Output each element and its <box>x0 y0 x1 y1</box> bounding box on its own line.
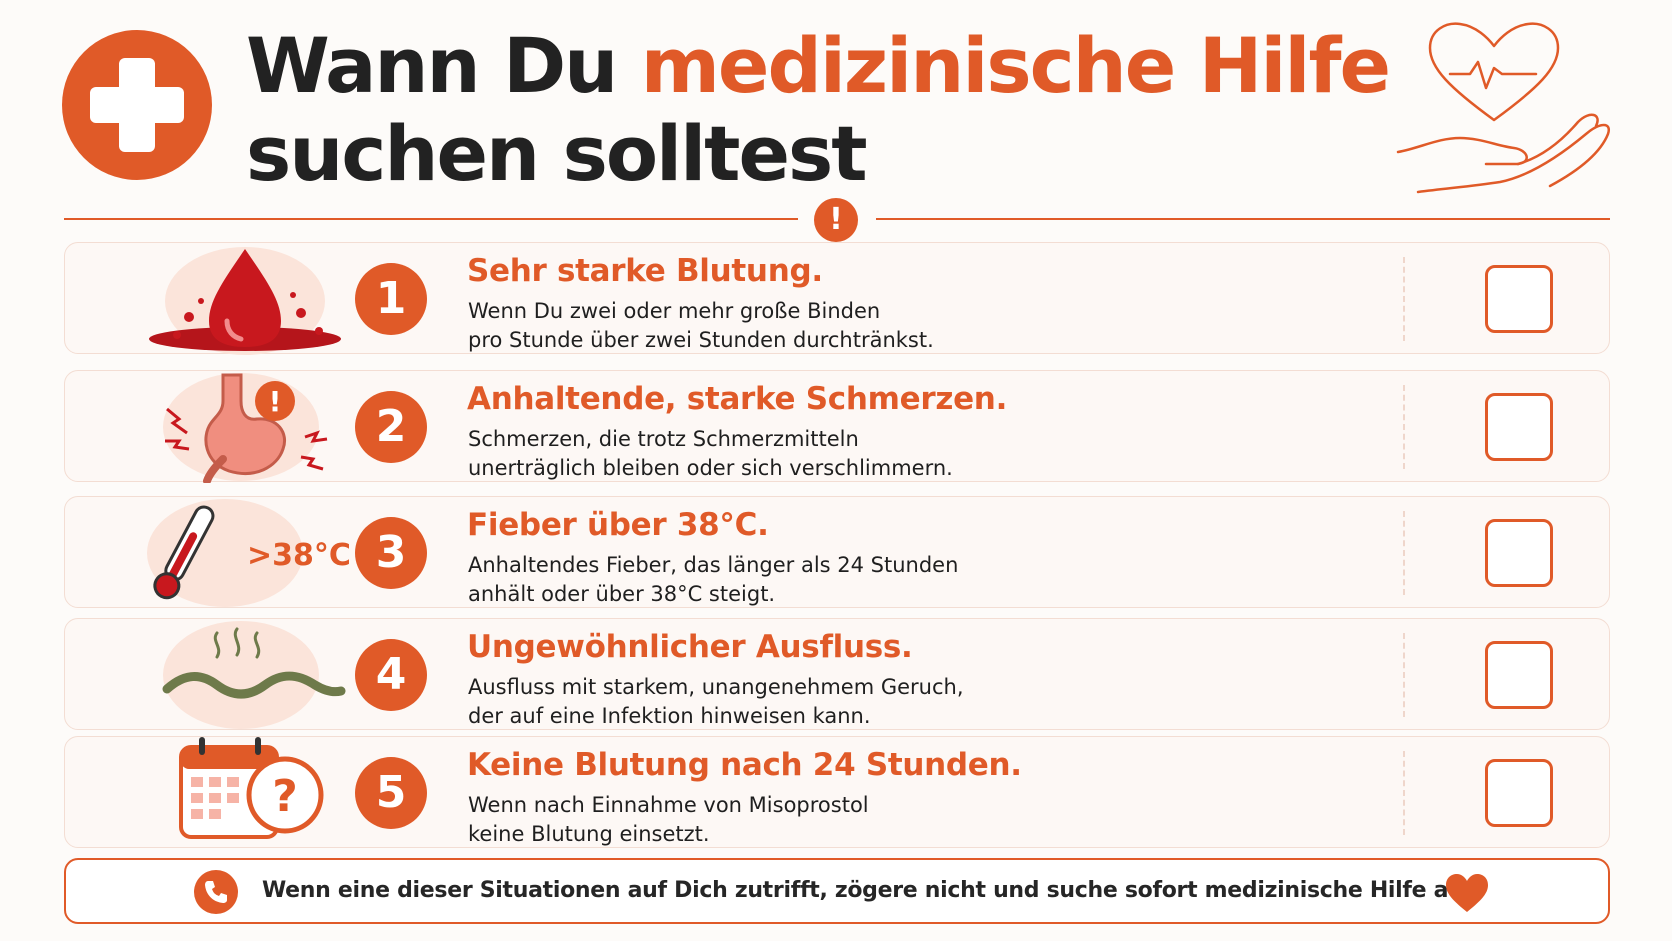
item-description-line: Anhaltendes Fieber, das länger als 24 St… <box>468 553 959 577</box>
list-item: ! 2 Anhaltende, starke Schmerzen. Schmer… <box>64 370 1610 483</box>
item-description: Anhaltendes Fieber, das länger als 24 St… <box>468 551 1168 609</box>
medical-cross-icon <box>62 30 212 180</box>
heart-icon <box>1446 874 1488 912</box>
dashed-separator <box>1403 633 1405 717</box>
item-description-line: der auf eine Infektion hinweisen kann. <box>468 704 871 728</box>
list-item: 4 Ungewöhnlicher Ausfluss. Ausfluss mit … <box>64 618 1610 730</box>
item-heading: Keine Blutung nach 24 Stunden. <box>467 747 1022 783</box>
checkbox[interactable] <box>1485 519 1553 587</box>
item-number: 3 <box>355 517 427 589</box>
item-heading: Sehr starke Blutung. <box>467 253 823 289</box>
item-description-line: Wenn Du zwei oder mehr große Binden <box>468 299 881 323</box>
item-heading: Ungewöhnlicher Ausfluss. <box>467 629 913 665</box>
blood-drop-icon <box>149 247 341 355</box>
question-mark: ? <box>272 771 298 822</box>
item-description-line: Wenn nach Einnahme von Misoprostol <box>468 793 869 817</box>
title-accent: medizinische Hilfe <box>640 21 1391 110</box>
footer-message: Wenn eine dieser Situationen auf Dich zu… <box>262 878 1480 903</box>
temperature-label: >38°C <box>247 538 351 573</box>
title-plain: Wann Du <box>246 21 641 110</box>
discharge-wave-icon <box>162 621 346 729</box>
alert-badge: ! <box>814 198 858 242</box>
page-title: Wann Du medizinische Hilfe suchen sollte… <box>246 21 1391 198</box>
item-heading: Anhaltende, starke Schmerzen. <box>467 381 1008 417</box>
item-description: Wenn nach Einnahme von Misoprostol keine… <box>468 791 1168 849</box>
svg-text:!: ! <box>269 385 282 418</box>
item-number: 5 <box>355 757 427 829</box>
item-description: Wenn Du zwei oder mehr große Binden pro … <box>468 297 1168 355</box>
item-description: Schmerzen, die trotz Schmerzmitteln uner… <box>468 425 1168 483</box>
divider-right <box>876 218 1610 220</box>
dashed-separator <box>1403 511 1405 595</box>
item-number: 2 <box>355 391 427 463</box>
item-description-line: anhält oder über 38°C steigt. <box>468 582 776 606</box>
checkbox[interactable] <box>1485 759 1553 827</box>
list-item: >38°C 3 Fieber über 38°C. Anhaltendes Fi… <box>64 496 1610 608</box>
phone-icon <box>194 870 238 914</box>
item-description-line: Ausfluss mit starkem, unangenehmem Geruc… <box>468 675 964 699</box>
list-item: ? 5 Keine Blutung nach 24 Stunden. Wenn … <box>64 736 1610 848</box>
footer-banner: Wenn eine dieser Situationen auf Dich zu… <box>64 858 1610 924</box>
stomach-pain-icon: ! <box>163 373 328 483</box>
item-heading: Fieber über 38°C. <box>467 507 769 543</box>
item-number: 4 <box>355 639 427 711</box>
list-item: 1 Sehr starke Blutung. Wenn Du zwei oder… <box>64 242 1610 355</box>
item-description-line: pro Stunde über zwei Stunden durchtränks… <box>468 328 934 352</box>
heart-hand-icon <box>1396 22 1611 194</box>
item-number: 1 <box>355 263 427 335</box>
title-line2: suchen solltest <box>246 109 868 198</box>
calendar-question-icon: ? <box>179 737 324 839</box>
dashed-separator <box>1403 751 1405 835</box>
checkbox[interactable] <box>1485 641 1553 709</box>
item-description-line: Schmerzen, die trotz Schmerzmitteln <box>468 427 859 451</box>
divider-left <box>64 218 798 220</box>
checkbox[interactable] <box>1485 265 1553 333</box>
dashed-separator <box>1403 257 1405 341</box>
checkbox[interactable] <box>1485 393 1553 461</box>
thermometer-icon: >38°C <box>147 499 351 607</box>
item-description-line: keine Blutung einsetzt. <box>468 822 710 846</box>
item-description-line: unerträglich bleiben oder sich verschlim… <box>468 456 953 480</box>
dashed-separator <box>1403 385 1405 469</box>
item-description: Ausfluss mit starkem, unangenehmem Geruc… <box>468 673 1168 731</box>
